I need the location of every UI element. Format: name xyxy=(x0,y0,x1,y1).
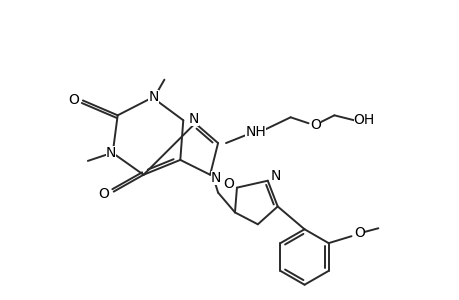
Text: O: O xyxy=(309,118,320,132)
Text: NH: NH xyxy=(245,125,266,139)
Text: N: N xyxy=(105,146,116,160)
Text: N: N xyxy=(189,112,199,126)
Text: O: O xyxy=(353,226,364,240)
Text: O: O xyxy=(223,177,234,191)
Text: N: N xyxy=(148,91,158,104)
Text: O: O xyxy=(98,187,109,201)
Text: OH: OH xyxy=(353,113,374,127)
Text: N: N xyxy=(210,171,221,185)
Text: O: O xyxy=(68,94,79,107)
Text: N: N xyxy=(270,169,280,183)
